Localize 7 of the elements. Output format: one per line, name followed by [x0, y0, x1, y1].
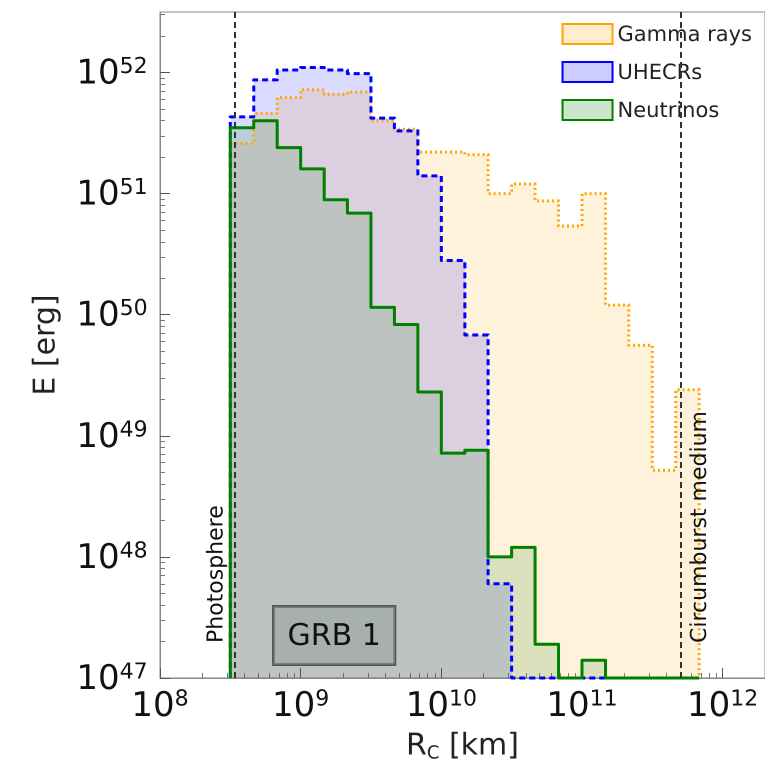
annotation: GRB 1 — [288, 618, 381, 653]
legend-label: Gamma rays — [618, 22, 752, 46]
ref-line-label: Circumburst medium — [686, 411, 712, 643]
ref-line-label: Photosphere — [203, 505, 228, 643]
legend-label: UHECRs — [618, 60, 702, 84]
y-axis-title: E [erg] — [28, 294, 62, 396]
legend-label: Neutrinos — [618, 98, 720, 122]
